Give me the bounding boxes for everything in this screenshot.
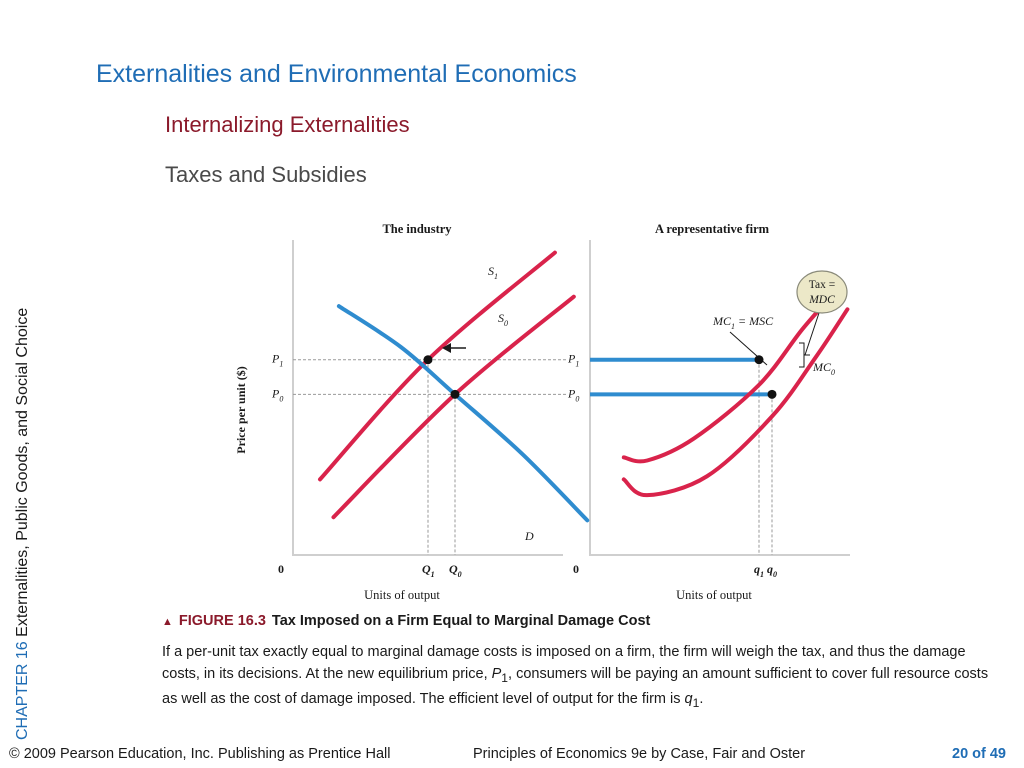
industry-equilibrium-point-1 [450,389,460,399]
caption-triangle-icon: ▲ [162,616,173,628]
firm-price-lines [590,357,772,397]
industry-equilibrium-point-0 [423,355,433,365]
chapter-sidebar: CHAPTER 16 Externalities, Public Goods, … [8,220,38,740]
curve-label-s1: S1 [488,264,498,281]
curve-label-mc1-msc: MC1 = MSC [712,314,774,331]
y-axis-label: Price per unit ($) [234,366,248,453]
firm-axes [589,240,850,556]
firm-equilibrium-point-1 [767,389,777,399]
firm-qty-q1-label: q1 [754,562,764,579]
industry-qty-q0-label: Q0 [449,562,462,579]
firm-curve-mc0 [621,307,850,498]
footer: © 2009 Pearson Education, Inc. Publishin… [0,743,1024,768]
curve-label-d: D [524,529,534,543]
page-number: 20 of 49 [952,746,1006,762]
figure-title: Tax Imposed on a Firm Equal to Marginal … [271,613,651,629]
industry-price-p1-label: P1 [271,352,283,369]
firm-qty-q0-label: q0 [767,562,777,579]
industry-curve-s0 [331,294,576,520]
firm-origin-label: 0 [573,562,579,576]
figure-number: FIGURE 16.3 [178,613,266,629]
equilibrium-points [423,355,777,399]
firm-guide-lines [758,359,773,555]
figure-caption: ▲ FIGURE 16.3 Tax Imposed on a Firm Equal … [162,613,650,629]
curve-label-s0: S0 [498,311,508,328]
industry-axes [292,240,563,556]
tax-bubble-line2: MDC [808,294,835,306]
slide-subsubtitle: Taxes and Subsidies [165,162,367,187]
slide-title: Externalities and Environmental Economic… [96,60,577,88]
industry-qty-q1-label: Q1 [422,562,435,579]
tax-mdc-bubble: Tax = MDC [796,270,848,356]
tax-bubble-line1: Tax = [809,279,835,291]
firm-equilibrium-point-0 [754,355,764,365]
industry-panel-title: The industry [382,222,452,236]
firm-price-p0-label: P0 [567,386,579,403]
firm-curve-mc1 [621,282,845,464]
figure-description: If a per-unit tax exactly equal to margi… [162,644,989,710]
supply-shift-arrow [442,343,466,353]
industry-curve-s1 [318,250,557,482]
figure-16-3: The industry A representative firm Price… [234,222,850,602]
sidebar-chapter: CHAPTER 16 [14,641,31,740]
footer-book: Principles of Economics 9e by Case, Fair… [473,746,806,762]
slide-subtitle: Internalizing Externalities [165,112,410,137]
industry-price-p0-label: P0 [271,386,283,403]
industry-x-axis-label: Units of output [364,588,440,602]
tax-bracket [799,342,810,368]
footer-copyright: © 2009 Pearson Education, Inc. Publishin… [9,746,391,762]
firm-panel-title: A representative firm [655,222,770,236]
curves [318,250,850,523]
firm-price-p1-label: P1 [567,352,579,369]
firm-x-axis-label: Units of output [676,588,752,602]
sidebar-chapter-title: Externalities, Public Goods, and Social … [14,307,31,637]
curve-label-mc0: MC0 [812,360,835,377]
industry-origin-label: 0 [278,562,284,576]
